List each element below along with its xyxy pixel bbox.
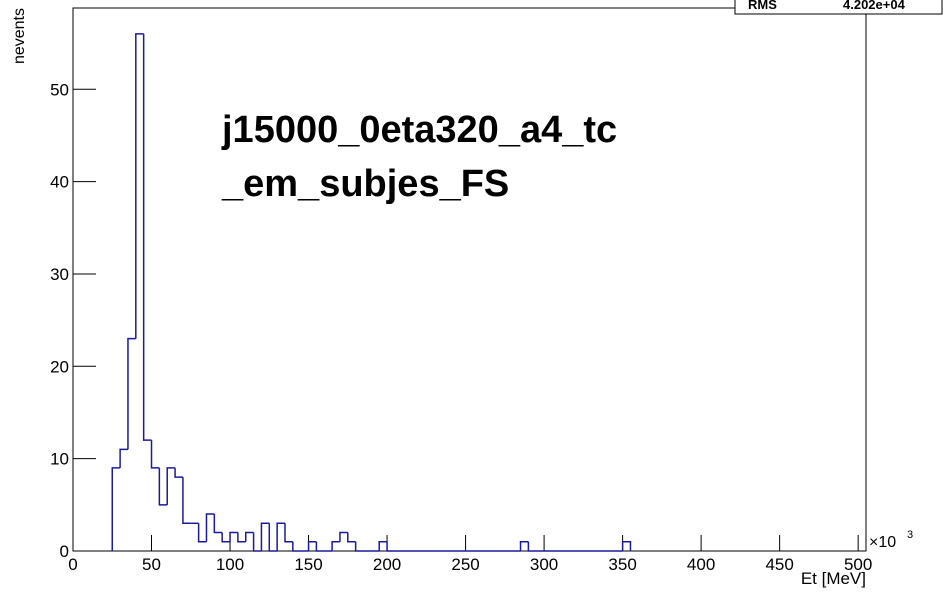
- histogram-bin: [142, 33, 152, 441]
- histogram-bin: [182, 477, 191, 525]
- histogram-bin: [166, 467, 176, 505]
- stats-value: 4.202e+04: [843, 0, 906, 12]
- histogram-bin: [174, 467, 183, 478]
- x-tick-label: 450: [765, 555, 793, 574]
- histogram-bin: [197, 523, 207, 543]
- x-axis-label: Et [MeV]: [801, 569, 866, 588]
- histogram-bin: [276, 522, 285, 551]
- histogram-bin: [354, 541, 364, 552]
- y-tick-label: 40: [50, 173, 69, 192]
- histogram-bin: [621, 541, 632, 551]
- histogram-bin: [260, 522, 270, 551]
- y-tick-label: 0: [60, 542, 69, 561]
- y-tick-label: 20: [50, 357, 69, 376]
- histogram-bin: [119, 448, 128, 468]
- histogram-bin: [378, 541, 388, 551]
- histogram-bin: [268, 523, 278, 552]
- histogram-bin: [150, 440, 160, 469]
- y-tick-label: 10: [50, 450, 69, 469]
- x-tick-label: 150: [294, 555, 322, 574]
- histogram-bin: [307, 541, 317, 551]
- x-multiplier: ×10: [869, 534, 896, 551]
- x-tick-label: 300: [530, 555, 558, 574]
- histogram-bin: [244, 531, 254, 542]
- x-tick-label: 350: [608, 555, 636, 574]
- histogram-bin: [229, 531, 238, 542]
- x-tick-label: 250: [451, 555, 479, 574]
- x-tick-label: 200: [373, 555, 401, 574]
- x-tick-label: 400: [687, 555, 715, 574]
- histogram-bin: [237, 532, 246, 543]
- histogram-bin: [519, 541, 529, 551]
- histogram-bin: [205, 513, 215, 542]
- plot-frame: [72, 7, 867, 552]
- histogram-bin: [213, 514, 223, 534]
- histogram-bin: [339, 531, 348, 542]
- histogram-bin: [292, 541, 301, 552]
- histogram-bin: [331, 541, 340, 551]
- histogram-bin: [111, 467, 121, 551]
- histogram-bin: [347, 532, 356, 543]
- histogram-bin: [527, 541, 537, 552]
- y-tick-label: 50: [50, 80, 69, 99]
- x-tick-label: 500: [844, 555, 872, 574]
- histogram-bin: [386, 541, 395, 552]
- x-tick-label: 100: [216, 555, 244, 574]
- y-tick-label: 30: [50, 265, 69, 284]
- histogram-bin: [158, 467, 168, 506]
- histogram-bin: [135, 33, 144, 339]
- stats-box: [734, 0, 943, 15]
- histogram-bin: [221, 532, 231, 543]
- histogram-bin: [252, 532, 262, 552]
- x-tick-label: 0: [68, 555, 77, 574]
- histogram-bin: [127, 337, 136, 450]
- histogram-bin: [284, 523, 293, 543]
- annotation: j15000_0eta320_a4_tc: [221, 109, 617, 151]
- stats-name: RMS: [748, 0, 777, 12]
- y-axis-label: nevents: [11, 8, 28, 64]
- x-multiplier-exponent: 3: [907, 529, 913, 541]
- x-tick-label: 50: [142, 555, 161, 574]
- annotation: _em_subjes_FS: [221, 163, 509, 205]
- histogram-bin: [315, 541, 325, 552]
